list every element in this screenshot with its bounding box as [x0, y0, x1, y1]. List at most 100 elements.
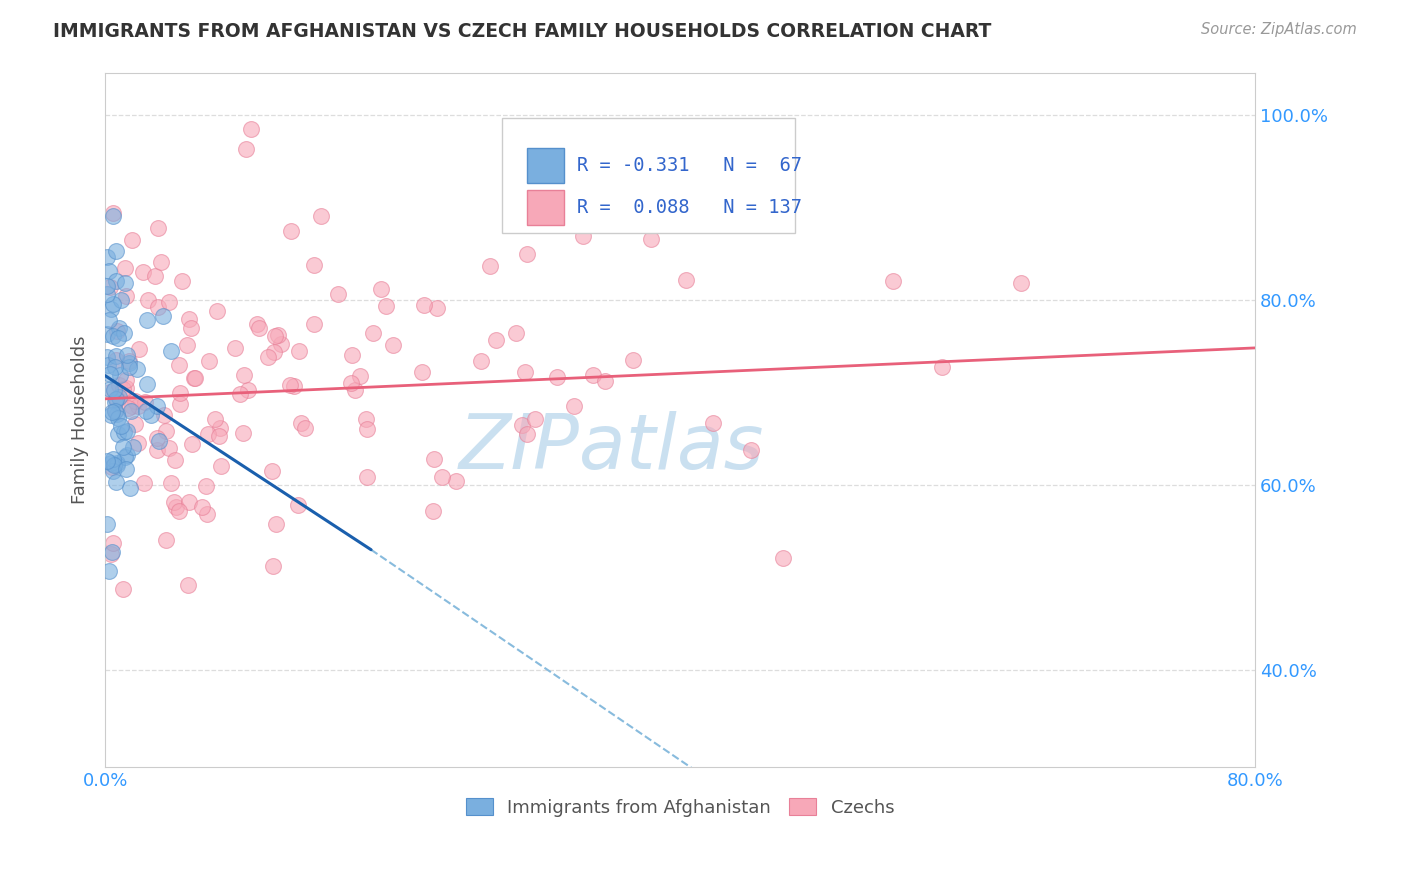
Point: [582, 368, 605, 383]
Point: [256, 350, 278, 364]
Point: [103, 383, 125, 397]
Point: [104, 274, 127, 288]
Point: [114, 277, 136, 291]
Point: [120, 481, 142, 495]
Point: [157, 295, 180, 310]
Point: [197, 427, 219, 442]
Point: [165, 500, 187, 515]
Text: R = -0.331   N =  67: R = -0.331 N = 67: [576, 156, 801, 175]
Point: [155, 424, 177, 438]
Point: [103, 452, 125, 467]
Point: [112, 582, 135, 596]
Point: [263, 329, 285, 343]
Point: [117, 448, 139, 462]
Point: [176, 338, 198, 352]
Point: [105, 407, 128, 421]
Point: [122, 440, 145, 454]
Point: [772, 550, 794, 565]
Point: [260, 464, 283, 478]
Point: [198, 354, 221, 368]
Point: [177, 495, 200, 509]
Point: [160, 343, 183, 358]
Point: [356, 422, 378, 436]
Point: [153, 409, 176, 423]
Text: R =  0.088   N = 137: R = 0.088 N = 137: [576, 198, 801, 217]
Point: [96, 278, 118, 293]
Point: [128, 342, 150, 356]
Point: [112, 326, 135, 340]
Point: [121, 233, 143, 247]
Point: [131, 265, 153, 279]
Point: [546, 370, 568, 384]
Point: [98, 564, 121, 578]
Point: [104, 403, 127, 417]
Point: [125, 362, 148, 376]
Point: [340, 376, 363, 390]
Text: ZIPatlas: ZIPatlas: [458, 411, 763, 485]
Point: [152, 309, 174, 323]
Point: [114, 261, 136, 276]
Point: [413, 298, 436, 312]
Point: [169, 358, 191, 372]
Point: [117, 401, 139, 415]
Point: [98, 279, 121, 293]
Point: [134, 395, 156, 409]
Point: [381, 337, 404, 351]
Point: [115, 348, 138, 362]
Point: [103, 458, 125, 472]
Point: [523, 411, 546, 425]
Point: [98, 384, 121, 399]
Point: [290, 417, 312, 431]
Point: [513, 365, 536, 379]
Point: [101, 535, 124, 549]
Point: [163, 495, 186, 509]
Point: [562, 399, 585, 413]
Text: IMMIGRANTS FROM AFGHANISTAN VS CZECH FAMILY HOUSEHOLDS CORRELATION CHART: IMMIGRANTS FROM AFGHANISTAN VS CZECH FAM…: [53, 22, 991, 41]
Point: [267, 328, 290, 343]
Point: [96, 517, 118, 532]
Point: [675, 273, 697, 287]
Point: [146, 221, 169, 235]
Point: [343, 383, 366, 397]
Bar: [527, 148, 564, 183]
Point: [280, 377, 302, 392]
Y-axis label: Family Households: Family Households: [72, 336, 89, 504]
Point: [104, 392, 127, 407]
Point: [107, 331, 129, 345]
Point: [208, 428, 231, 442]
Point: [356, 470, 378, 484]
Point: [505, 326, 527, 341]
Point: [110, 293, 132, 308]
Point: [112, 383, 135, 397]
Point: [287, 498, 309, 512]
Point: [593, 375, 616, 389]
Point: [180, 321, 202, 335]
Point: [209, 458, 232, 473]
Point: [224, 341, 246, 355]
Bar: [527, 190, 564, 225]
Point: [104, 359, 127, 374]
Point: [96, 350, 118, 364]
Point: [423, 452, 446, 467]
Point: [361, 326, 384, 341]
Text: Source: ZipAtlas.com: Source: ZipAtlas.com: [1201, 22, 1357, 37]
Point: [134, 475, 156, 490]
Point: [411, 365, 433, 379]
Point: [882, 274, 904, 288]
Point: [262, 559, 284, 574]
Point: [100, 457, 122, 471]
Point: [98, 367, 121, 381]
Point: [302, 258, 325, 272]
Point: [115, 289, 138, 303]
Point: [516, 427, 538, 442]
Point: [146, 431, 169, 445]
Point: [294, 421, 316, 435]
Point: [283, 379, 305, 393]
Point: [115, 381, 138, 395]
Point: [103, 464, 125, 478]
Point: [375, 299, 398, 313]
Point: [103, 209, 125, 223]
Point: [931, 359, 953, 374]
Point: [195, 479, 218, 493]
Point: [107, 411, 129, 425]
